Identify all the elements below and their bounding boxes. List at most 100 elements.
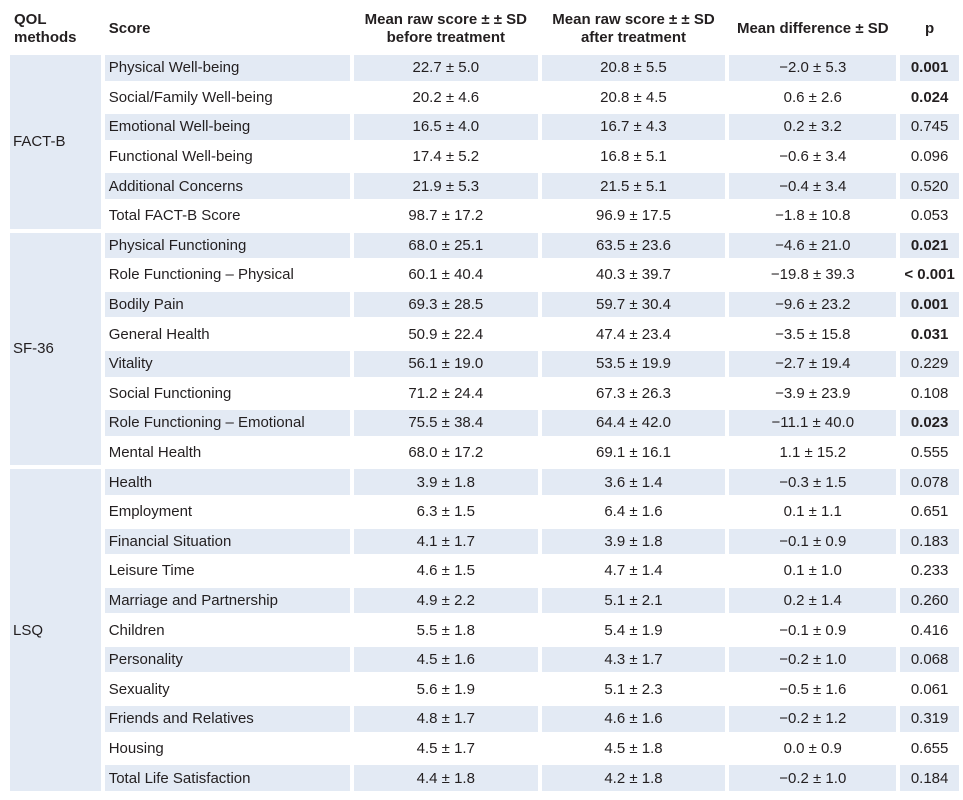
p-value-cell: 0.233 [910, 562, 949, 580]
before-cell: 21.9 ± 5.3 [353, 173, 538, 199]
difference-cell: −0.1 ± 0.9 [729, 528, 897, 555]
table-row: Social/Family Well-being 20.2 ± 4.6 20.8 ±… [10, 85, 959, 111]
score-cell: Housing [108, 739, 164, 757]
after-cell: 21.5 ± 5.1 [541, 173, 726, 199]
after-cell: 40.3 ± 39.7 [595, 266, 671, 284]
table-row: Emotional Well-being 16.5 ± 4.0 16.7 ± 4.3… [10, 114, 959, 140]
p-value-cell: 0.068 [900, 646, 959, 673]
before-cell: 75.5 ± 38.4 [353, 410, 538, 436]
before-cell: 68.0 ± 25.1 [353, 232, 538, 259]
p-value-cell: 0.319 [900, 706, 959, 732]
p-value-cell: < 0.001 [904, 266, 955, 284]
before-cell: 68.0 ± 17.2 [408, 444, 484, 462]
table-row: FACT-B Physical Well-being 22.7 ± 5.0 20.8 … [10, 55, 959, 229]
header-qol-methods: QOL methods [14, 11, 77, 46]
after-cell: 64.4 ± 42.0 [541, 410, 726, 436]
difference-cell: −2.7 ± 19.4 [729, 350, 897, 377]
table-row: Additional Concerns 21.9 ± 5.3 21.5 ± 5.1−… [10, 173, 959, 199]
score-cell: Marriage and Partnership [104, 587, 350, 614]
difference-cell: 0.1 ± 1.1 [783, 503, 842, 521]
difference-cell: −11.1 ± 40.0 [729, 410, 897, 436]
score-cell: Social/Family Well-being [108, 88, 273, 106]
table-row: Housing 4.5 ± 1.7 4.5 ± 1.8 0.0 ± 0.9 0.655 [10, 736, 959, 762]
table-row: Vitality 56.1 ± 19.0 53.5 ± 19.9 −2.7 ± 19.… [10, 350, 959, 377]
before-cell: 4.6 ± 1.5 [416, 562, 475, 580]
score-cell: Total FACT-B Score [108, 207, 241, 225]
difference-cell: −0.2 ± 1.2 [729, 706, 897, 732]
score-cell: Bodily Pain [104, 291, 350, 318]
after-cell: 53.5 ± 19.9 [541, 350, 726, 377]
difference-cell: −3.9 ± 23.9 [775, 384, 851, 402]
score-cell: Employment [108, 503, 193, 521]
score-cell: Role Functioning – Physical [108, 266, 294, 284]
difference-cell: −3.5 ± 15.8 [775, 325, 851, 343]
difference-cell: −9.6 ± 23.2 [729, 291, 897, 318]
table-row: Sexuality 5.6 ± 1.9 5.1 ± 2.3 −0.5 ± 1.6 0.0… [10, 676, 959, 702]
qol-results-table: QOL methods Score Mean raw score ± ± SD … [6, 3, 963, 795]
before-cell: 20.2 ± 4.6 [412, 88, 480, 106]
p-value-cell: 0.745 [900, 114, 959, 140]
p-value-cell: 0.108 [910, 384, 949, 402]
score-cell: Personality [104, 646, 350, 673]
p-value-cell: 0.024 [910, 88, 949, 106]
table-row: Leisure Time 4.6 ± 1.5 4.7 ± 1.4 0.1 ± 1.0 0… [10, 558, 959, 584]
difference-cell: −0.2 ± 1.0 [729, 646, 897, 673]
score-cell: Additional Concerns [104, 173, 350, 199]
qol-method-cell: FACT-B [10, 55, 101, 229]
p-value-cell: 0.520 [900, 173, 959, 199]
p-value-cell: 0.053 [910, 207, 949, 225]
qol-method-cell: LSQ [10, 469, 101, 791]
table-row: Marriage and Partnership 4.9 ± 2.2 5.1 ± 2… [10, 587, 959, 614]
after-cell: 5.1 ± 2.1 [541, 587, 726, 614]
before-cell: 69.3 ± 28.5 [353, 291, 538, 318]
table-row: Mental Health 68.0 ± 17.2 69.1 ± 16.1 1.1 ±… [10, 440, 959, 466]
difference-cell: 0.0 ± 0.9 [783, 739, 842, 757]
table-row: Role Functioning – Emotional 75.5 ± 38.4 6… [10, 410, 959, 436]
score-cell: Social Functioning [108, 384, 232, 402]
table-row: General Health 50.9 ± 22.4 47.4 ± 23.4 −3.5… [10, 321, 959, 347]
table-row: Total Life Satisfaction 4.4 ± 1.8 4.2 ± 1.… [10, 765, 959, 791]
difference-cell: −19.8 ± 39.3 [770, 266, 855, 284]
after-cell: 5.1 ± 2.3 [604, 680, 663, 698]
after-cell: 6.4 ± 1.6 [604, 503, 663, 521]
before-cell: 4.1 ± 1.7 [353, 528, 538, 555]
p-value-cell: 0.001 [900, 55, 959, 81]
p-value-cell: 0.555 [910, 444, 949, 462]
difference-cell: −0.3 ± 1.5 [729, 469, 897, 495]
score-cell: Vitality [104, 350, 350, 377]
score-cell: Leisure Time [108, 562, 195, 580]
before-cell: 98.7 ± 17.2 [408, 207, 484, 225]
p-value-cell: 0.416 [910, 621, 949, 639]
table-row: LSQ Health 3.9 ± 1.8 3.6 ± 1.4 −0.3 ± 1.5 0.0… [10, 469, 959, 791]
p-value-cell: 0.096 [910, 148, 949, 166]
p-value-cell: 0.021 [900, 232, 959, 259]
score-cell: Financial Situation [104, 528, 350, 555]
after-cell: 4.3 ± 1.7 [541, 646, 726, 673]
table-row: Total FACT-B Score 98.7 ± 17.2 96.9 ± 17.5… [10, 203, 959, 229]
after-cell: 4.2 ± 1.8 [541, 765, 726, 791]
before-cell: 50.9 ± 22.4 [408, 325, 484, 343]
after-cell: 20.8 ± 4.5 [600, 88, 667, 106]
before-cell: 5.6 ± 1.9 [416, 680, 475, 698]
header-row: QOL methods Score Mean raw score ± ± SD … [10, 7, 959, 51]
before-cell: 3.9 ± 1.8 [353, 469, 538, 495]
table-row: Financial Situation 4.1 ± 1.7 3.9 ± 1.8 −0.… [10, 528, 959, 555]
after-cell: 67.3 ± 26.3 [595, 384, 671, 402]
difference-cell: 1.1 ± 15.2 [779, 444, 847, 462]
p-value-cell: 0.260 [900, 587, 959, 614]
header-before: Mean raw score ± ± SD before treatment [364, 11, 527, 46]
table-row: SF-36 Physical Functioning 68.0 ± 25.1 63.5… [10, 232, 959, 466]
table-row: Functional Well-being 17.4 ± 5.2 16.8 ± 5.… [10, 144, 959, 170]
after-cell: 3.6 ± 1.4 [541, 469, 726, 495]
before-cell: 22.7 ± 5.0 [353, 55, 538, 81]
difference-cell: −2.0 ± 5.3 [729, 55, 897, 81]
header-after: Mean raw score ± ± SD after treatment [552, 11, 715, 46]
table-row: Bodily Pain 69.3 ± 28.5 59.7 ± 30.4 −9.6 ± … [10, 291, 959, 318]
p-value-cell: 0.078 [900, 469, 959, 495]
difference-cell: 0.2 ± 3.2 [729, 114, 897, 140]
score-cell: Sexuality [108, 680, 170, 698]
table-row: Role Functioning – Physical 60.1 ± 40.4 40… [10, 262, 959, 288]
p-value-cell: 0.651 [910, 503, 949, 521]
before-cell: 4.8 ± 1.7 [353, 706, 538, 732]
